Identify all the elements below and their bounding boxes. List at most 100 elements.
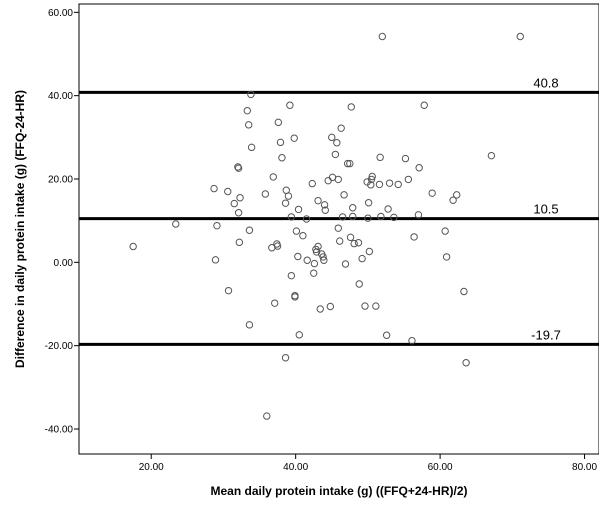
data-point	[320, 201, 329, 209]
reference-lines: 40.8 10.5 -19.7	[79, 75, 599, 346]
data-point	[129, 242, 137, 251]
x-tick-label: 20.00	[139, 462, 164, 473]
data-point	[326, 302, 335, 311]
data-point	[343, 159, 352, 168]
y-tick-label: 60.00	[48, 8, 73, 19]
data-point	[269, 173, 277, 181]
data-point	[236, 194, 244, 202]
data-point	[364, 199, 373, 207]
data-point	[302, 215, 311, 223]
data-point	[281, 199, 290, 207]
y-tick-label: 0.00	[54, 258, 74, 269]
data-points	[129, 32, 524, 420]
x-tick-label: 60.00	[428, 462, 453, 473]
data-point	[245, 121, 253, 129]
data-point	[287, 271, 296, 280]
y-axis-title: Difference in daily protein intake (g) (…	[13, 90, 27, 368]
data-point	[234, 163, 242, 171]
data-point	[367, 175, 376, 184]
data-point	[320, 256, 328, 264]
data-point	[346, 159, 354, 168]
data-point	[321, 206, 329, 214]
data-point	[235, 238, 244, 247]
data-point	[336, 237, 344, 245]
data-point	[243, 106, 251, 115]
data-point	[247, 90, 255, 99]
reference-line-label: -19.7	[531, 327, 561, 342]
y-tick-label: 40.00	[48, 91, 73, 102]
data-point	[462, 359, 470, 367]
data-point	[375, 180, 384, 189]
data-point	[390, 213, 398, 222]
data-point	[350, 239, 358, 248]
data-point	[368, 172, 376, 181]
data-point	[420, 101, 428, 109]
data-point	[295, 331, 303, 339]
data-point	[354, 239, 363, 247]
data-point	[274, 118, 283, 127]
data-point	[415, 164, 423, 172]
data-point	[365, 247, 374, 256]
data-point	[310, 269, 318, 277]
data-point	[341, 260, 350, 268]
data-point	[294, 252, 302, 261]
x-axis-title: Mean daily protein intake (g) ((FFQ+24-H…	[210, 484, 467, 498]
data-point	[286, 101, 294, 109]
data-point	[394, 180, 402, 189]
data-point	[213, 221, 221, 230]
plot-area	[78, 3, 599, 455]
data-point	[319, 253, 327, 261]
data-point	[224, 286, 233, 295]
data-point	[385, 179, 394, 187]
data-point	[328, 133, 336, 142]
data-point	[376, 153, 384, 162]
data-point	[355, 280, 363, 288]
data-point	[453, 191, 461, 199]
data-point	[291, 293, 299, 301]
data-point	[261, 190, 270, 198]
data-point	[378, 32, 387, 41]
data-point	[292, 227, 301, 235]
data-point	[428, 189, 436, 197]
data-point	[346, 233, 355, 242]
data-point	[290, 134, 298, 142]
x-tick-label: 80.00	[572, 462, 597, 473]
y-axis: -40.00 -20.00 0.00 20.00 40.00 60.00	[45, 8, 79, 436]
data-point	[442, 253, 451, 261]
data-point	[276, 138, 285, 147]
data-point	[294, 205, 303, 214]
data-point	[172, 220, 180, 228]
data-point	[284, 192, 293, 200]
data-point	[308, 179, 316, 188]
data-point	[245, 226, 254, 234]
x-axis: 20.00 40.00 60.00 80.00	[139, 454, 598, 473]
data-point	[372, 302, 380, 310]
data-point	[364, 214, 372, 222]
data-point	[516, 32, 524, 41]
data-point	[349, 212, 357, 221]
data-point	[338, 213, 347, 221]
data-point	[334, 224, 342, 232]
reference-line-label: 10.5	[533, 202, 558, 217]
y-tick-label: 20.00	[48, 175, 73, 186]
data-point	[316, 305, 324, 313]
x-tick-label: 40.00	[283, 462, 308, 473]
data-point	[408, 336, 416, 345]
y-tick-label: -20.00	[45, 341, 74, 352]
y-tick-label: -40.00	[45, 425, 74, 436]
data-point	[263, 412, 271, 420]
data-point	[441, 227, 449, 235]
data-point	[382, 331, 391, 339]
data-point	[211, 256, 220, 264]
data-point	[314, 242, 322, 251]
data-point	[410, 233, 418, 241]
data-point	[271, 299, 279, 307]
data-point	[287, 213, 296, 221]
data-point	[333, 139, 341, 147]
data-point	[234, 164, 243, 172]
data-point	[331, 150, 340, 159]
data-point	[401, 154, 410, 163]
data-point	[414, 211, 423, 219]
data-point	[449, 196, 457, 204]
